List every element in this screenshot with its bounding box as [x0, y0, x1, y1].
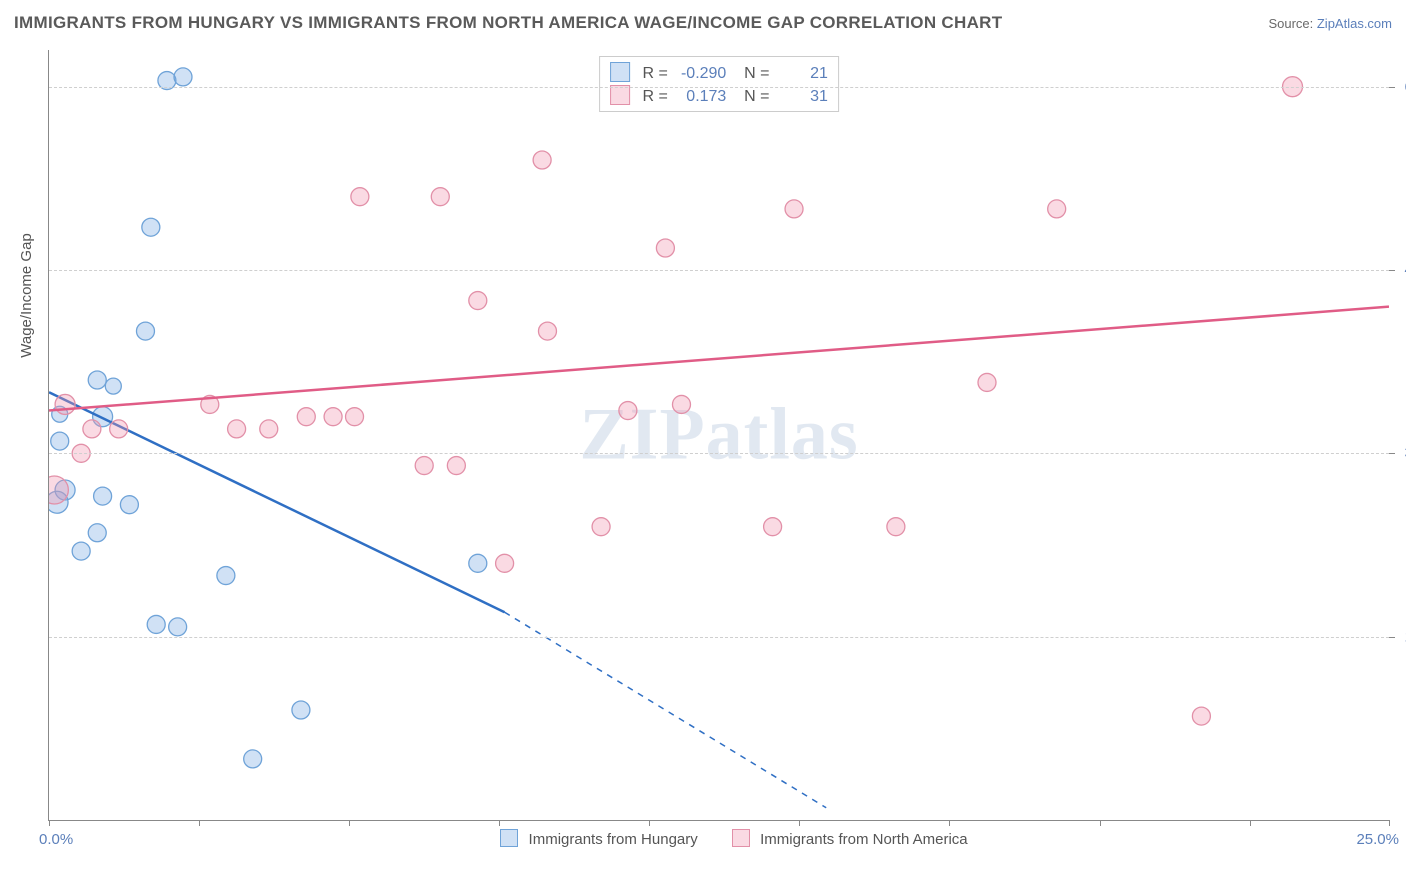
- scatter-point-hungary: [88, 524, 106, 542]
- y-tick-mark: [1389, 87, 1395, 88]
- x-tick-mark: [49, 820, 50, 826]
- correlation-legend: R = -0.290 N = 21 R = 0.173 N = 31: [599, 56, 839, 112]
- scatter-point-hungary: [142, 218, 160, 236]
- scatter-point-north_america: [656, 239, 674, 257]
- scatter-point-north_america: [538, 322, 556, 340]
- scatter-point-north_america: [496, 554, 514, 572]
- legend-label-hungary: Immigrants from Hungary: [529, 831, 698, 848]
- scatter-point-hungary: [169, 618, 187, 636]
- scatter-point-north_america: [619, 402, 637, 420]
- trend-line-north_america: [49, 307, 1389, 411]
- scatter-point-north_america: [83, 420, 101, 438]
- chart-plot-area: ZIPatlas R = -0.290 N = 21 R = 0.173 N =…: [48, 50, 1389, 821]
- x-tick-mark: [499, 820, 500, 826]
- scatter-point-north_america: [447, 457, 465, 475]
- x-tick-mark: [1250, 820, 1251, 826]
- scatter-point-north_america: [55, 394, 75, 414]
- legend-swatch-north-america-bottom: [732, 829, 750, 847]
- scatter-point-hungary: [88, 371, 106, 389]
- scatter-point-north_america: [1048, 200, 1066, 218]
- x-tick-mark: [1389, 820, 1390, 826]
- scatter-point-hungary: [120, 496, 138, 514]
- scatter-point-north_america: [260, 420, 278, 438]
- scatter-point-hungary: [105, 378, 121, 394]
- scatter-point-north_america: [533, 151, 551, 169]
- scatter-point-hungary: [147, 615, 165, 633]
- scatter-point-north_america: [297, 408, 315, 426]
- scatter-point-north_america: [415, 457, 433, 475]
- scatter-point-north_america: [785, 200, 803, 218]
- y-tick-mark: [1389, 270, 1395, 271]
- chart-svg: [49, 50, 1389, 820]
- y-tick-mark: [1389, 453, 1395, 454]
- y-tick-label: 30.0%: [1397, 445, 1406, 462]
- series-legend: Immigrants from Hungary Immigrants from …: [49, 829, 1389, 848]
- source-label: Source: ZipAtlas.com: [1268, 16, 1392, 31]
- scatter-point-hungary: [94, 487, 112, 505]
- scatter-point-north_america: [110, 420, 128, 438]
- scatter-point-north_america: [887, 518, 905, 536]
- gridline-h: [49, 270, 1389, 271]
- x-tick-mark: [949, 820, 950, 826]
- chart-title: IMMIGRANTS FROM HUNGARY VS IMMIGRANTS FR…: [14, 13, 1002, 33]
- gridline-h: [49, 637, 1389, 638]
- scatter-point-hungary: [292, 701, 310, 719]
- scatter-point-north_america: [469, 292, 487, 310]
- scatter-point-hungary: [72, 542, 90, 560]
- legend-label-north-america: Immigrants from North America: [760, 831, 968, 848]
- y-tick-label: 15.0%: [1397, 628, 1406, 645]
- y-axis-label: Wage/Income Gap: [18, 233, 35, 358]
- y-tick-mark: [1389, 637, 1395, 638]
- scatter-point-north_america: [351, 188, 369, 206]
- scatter-point-north_america: [592, 518, 610, 536]
- scatter-point-hungary: [217, 567, 235, 585]
- source-link[interactable]: ZipAtlas.com: [1317, 16, 1392, 31]
- legend-swatch-hungary: [610, 62, 630, 82]
- y-tick-label: 60.0%: [1397, 78, 1406, 95]
- chart-header: IMMIGRANTS FROM HUNGARY VS IMMIGRANTS FR…: [14, 10, 1392, 36]
- scatter-point-hungary: [51, 432, 69, 450]
- x-tick-mark: [199, 820, 200, 826]
- scatter-point-north_america: [1192, 707, 1210, 725]
- scatter-point-north_america: [346, 408, 364, 426]
- x-tick-mark: [1100, 820, 1101, 826]
- x-tick-mark: [649, 820, 650, 826]
- scatter-point-hungary: [174, 68, 192, 86]
- x-tick-mark: [799, 820, 800, 826]
- legend-swatch-hungary-bottom: [500, 829, 518, 847]
- scatter-point-hungary: [136, 322, 154, 340]
- scatter-point-north_america: [978, 373, 996, 391]
- gridline-h: [49, 87, 1389, 88]
- scatter-point-north_america: [764, 518, 782, 536]
- scatter-point-hungary: [469, 554, 487, 572]
- y-tick-label: 45.0%: [1397, 262, 1406, 279]
- legend-row-hungary: R = -0.290 N = 21: [610, 61, 828, 84]
- x-tick-mark: [349, 820, 350, 826]
- gridline-h: [49, 453, 1389, 454]
- scatter-point-north_america: [228, 420, 246, 438]
- scatter-point-hungary: [244, 750, 262, 768]
- scatter-point-north_america: [324, 408, 342, 426]
- trend-line-dashed-hungary: [505, 612, 827, 808]
- scatter-point-north_america: [431, 188, 449, 206]
- scatter-point-north_america: [672, 395, 690, 413]
- legend-swatch-north-america: [610, 85, 630, 105]
